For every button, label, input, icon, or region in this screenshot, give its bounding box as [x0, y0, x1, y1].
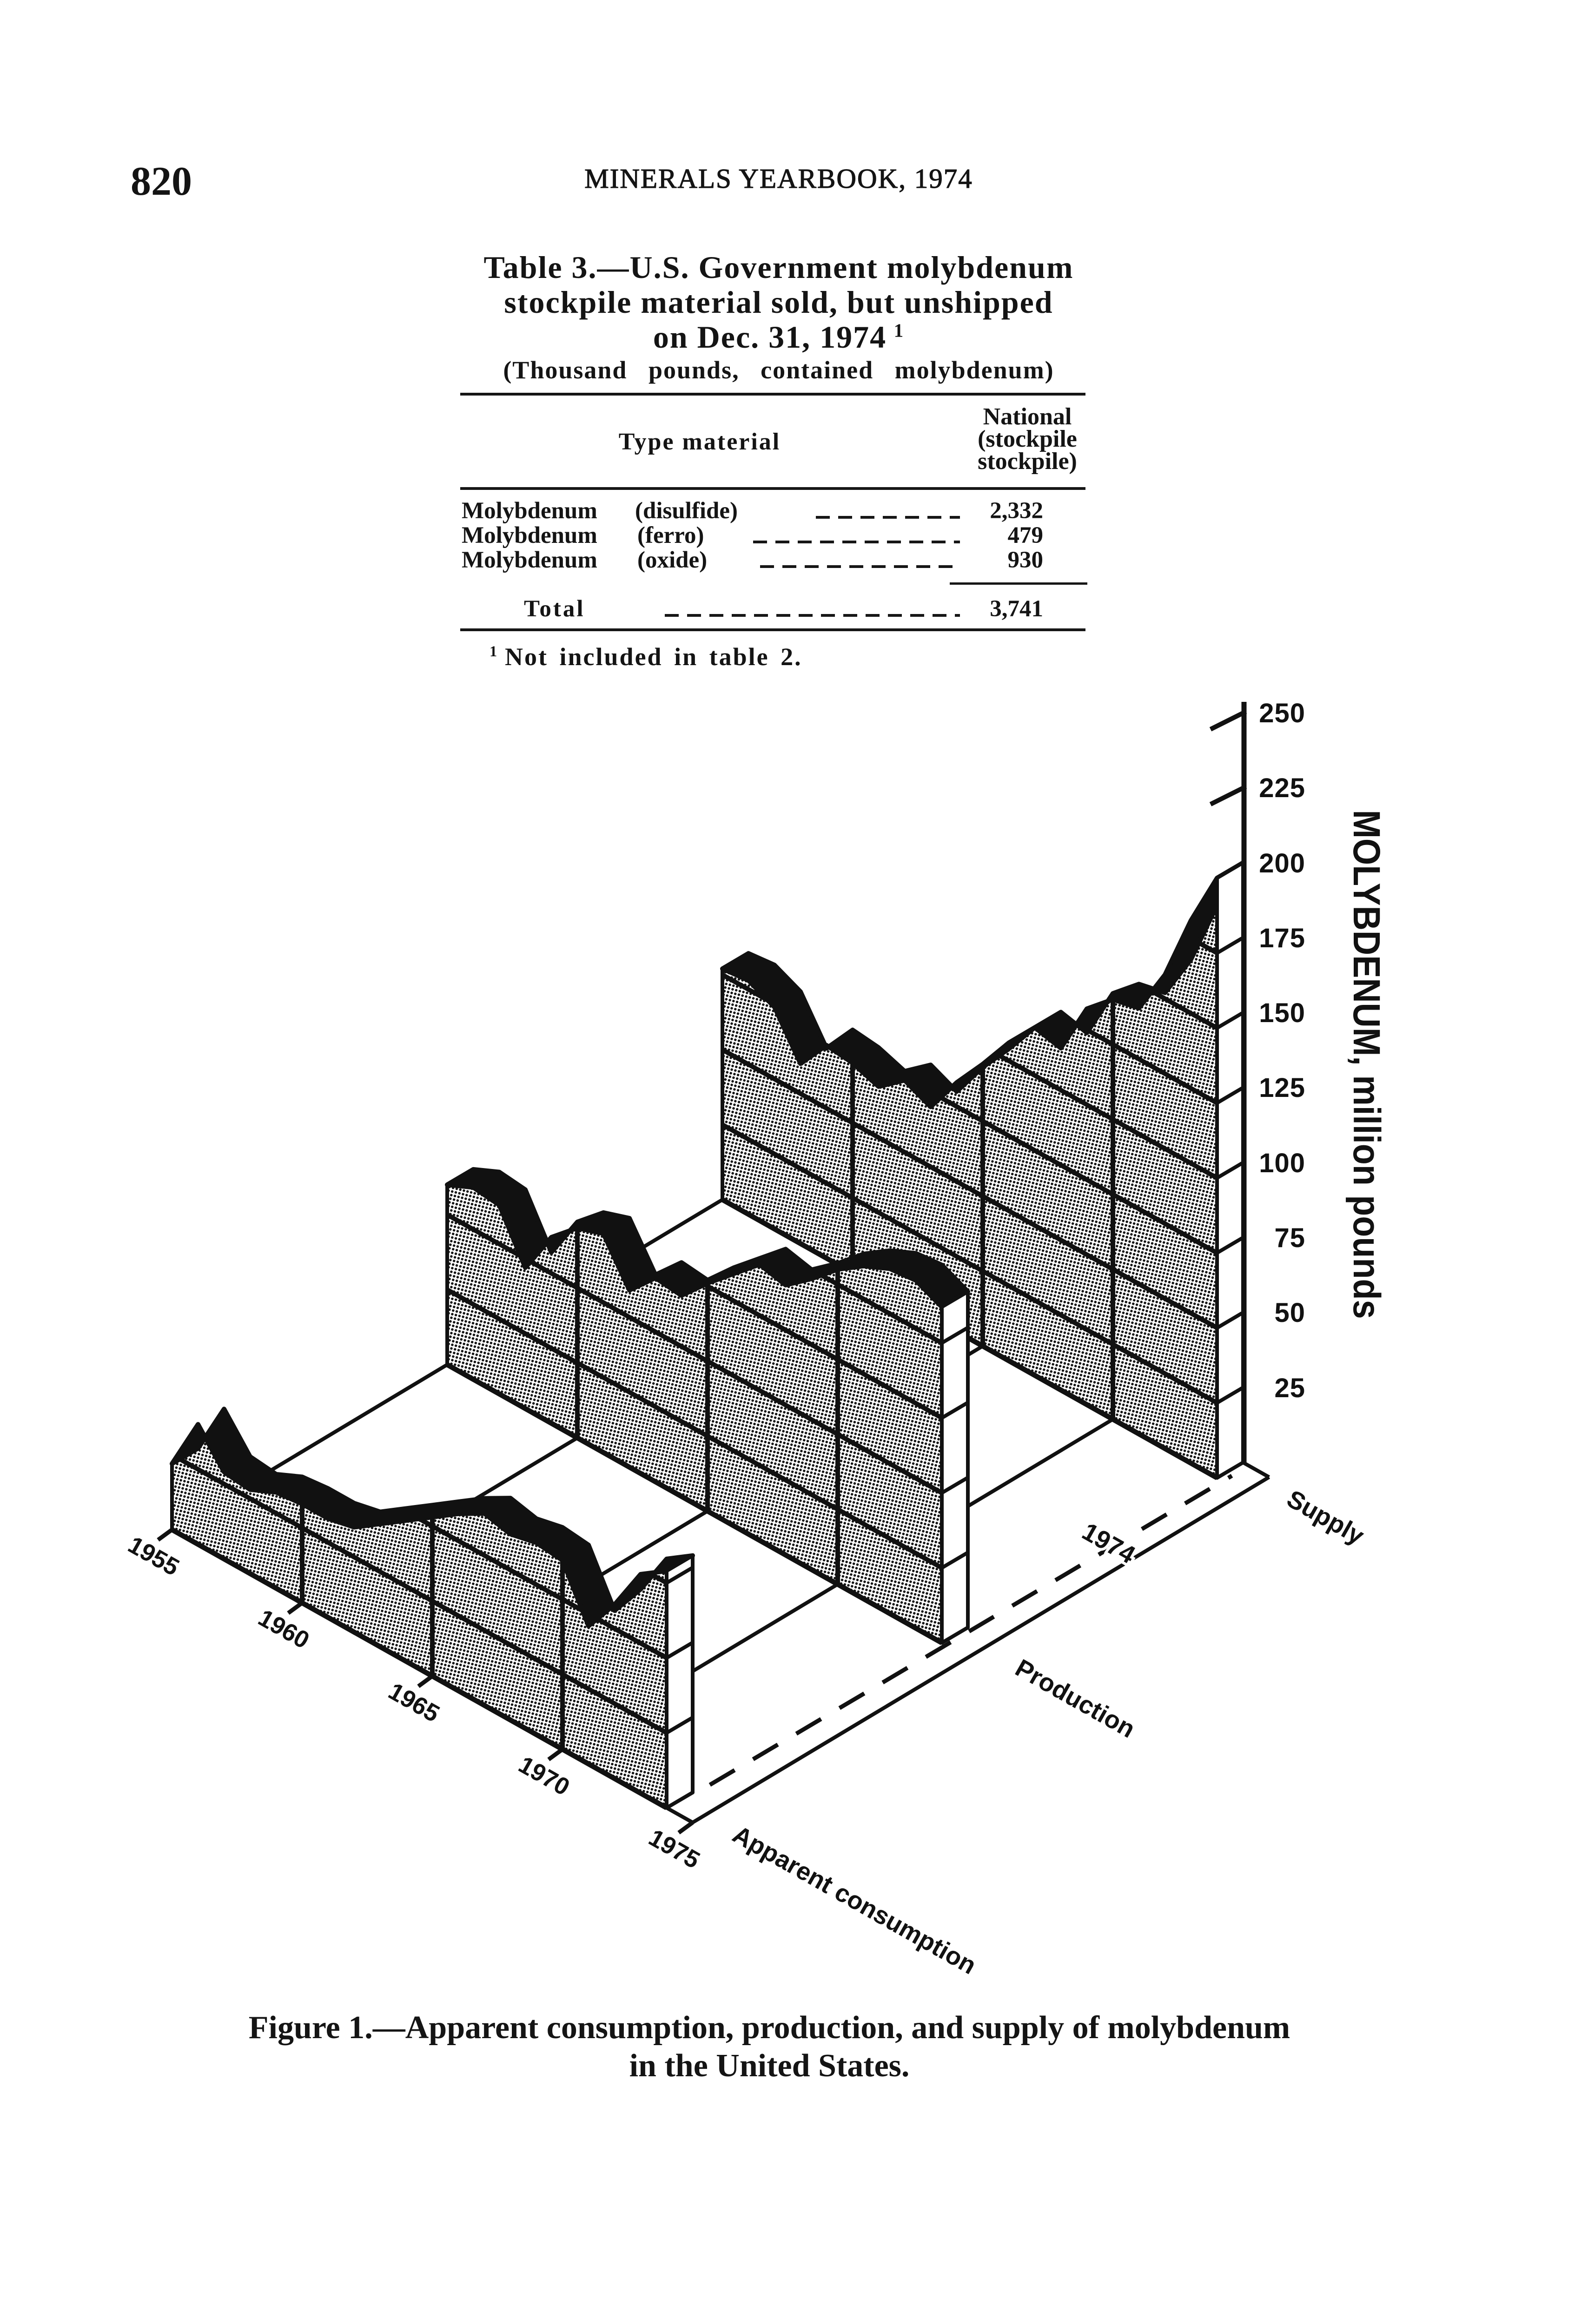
svg-text:1960: 1960 [254, 1604, 314, 1654]
svg-text:75: 75 [1274, 1223, 1305, 1253]
svg-text:1965: 1965 [384, 1677, 444, 1727]
svg-text:1975: 1975 [644, 1824, 704, 1874]
svg-text:1955: 1955 [124, 1531, 184, 1581]
svg-text:250: 250 [1259, 698, 1305, 728]
svg-text:1970: 1970 [514, 1751, 574, 1801]
svg-text:100: 100 [1259, 1148, 1305, 1178]
svg-text:175: 175 [1259, 923, 1305, 953]
svg-text:MOLYBDENUM, million pounds: MOLYBDENUM, million pounds [1345, 810, 1388, 1319]
svg-text:50: 50 [1274, 1298, 1305, 1328]
svg-text:200: 200 [1259, 848, 1305, 878]
svg-text:150: 150 [1259, 998, 1305, 1028]
svg-text:125: 125 [1259, 1073, 1305, 1103]
svg-text:1974: 1974 [1078, 1518, 1140, 1569]
svg-text:225: 225 [1259, 773, 1305, 803]
svg-text:Supply: Supply [1282, 1485, 1369, 1550]
svg-text:Production: Production [1011, 1654, 1140, 1743]
svg-text:Apparent consumption: Apparent consumption [728, 1820, 981, 1980]
svg-text:25: 25 [1274, 1373, 1305, 1403]
